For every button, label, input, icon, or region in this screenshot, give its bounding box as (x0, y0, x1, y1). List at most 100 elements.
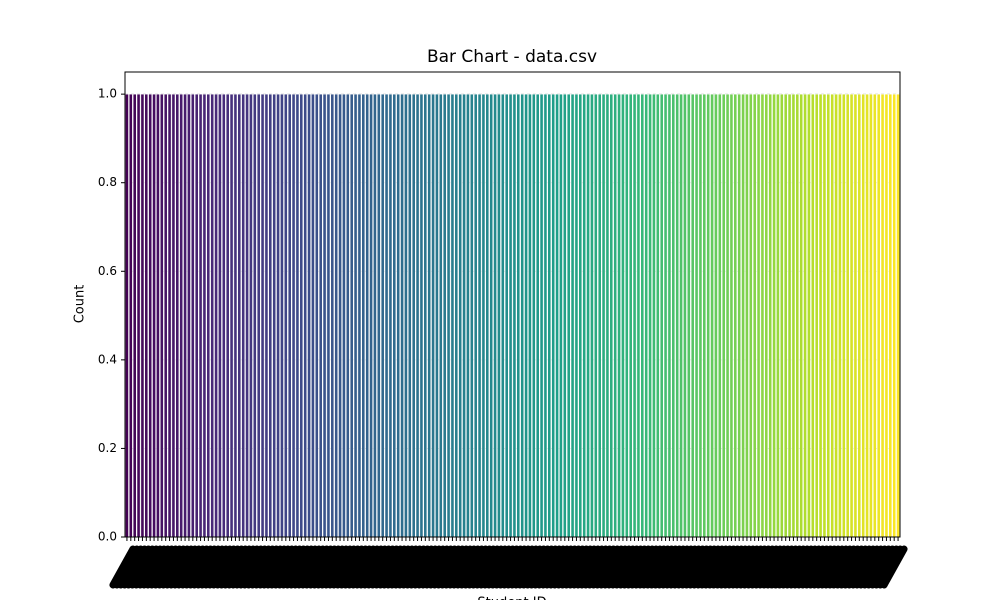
bar (516, 93, 521, 538)
bar (659, 93, 664, 538)
bar (369, 93, 373, 538)
bar (466, 93, 470, 538)
bar (590, 93, 594, 538)
bar (741, 93, 745, 538)
bar (803, 93, 807, 538)
bar (671, 93, 676, 538)
bar (276, 93, 280, 538)
bar (892, 93, 896, 538)
bar (167, 93, 172, 538)
bar (749, 93, 753, 538)
bar (408, 93, 412, 538)
bar (241, 93, 245, 538)
bar (597, 93, 602, 538)
bar (129, 93, 133, 538)
bar (338, 93, 342, 538)
bar (218, 93, 222, 538)
bar (264, 93, 269, 538)
bar (818, 93, 823, 538)
bar (725, 93, 730, 538)
bar (454, 93, 459, 538)
bar (477, 93, 482, 538)
bar (156, 93, 160, 538)
bar (508, 93, 513, 538)
bar (365, 93, 369, 538)
bar (214, 93, 218, 538)
bar (175, 93, 180, 538)
bar (861, 93, 865, 538)
bar (446, 93, 451, 538)
bar (249, 93, 253, 538)
y-tick-label: 0.8 (98, 175, 117, 189)
bar (601, 93, 606, 538)
bar (256, 93, 261, 538)
bar (783, 93, 788, 538)
bar (559, 93, 563, 538)
y-tick-label: 0.6 (98, 264, 117, 278)
bar (791, 93, 796, 538)
bar (470, 93, 474, 538)
bar (574, 93, 579, 538)
bar (679, 93, 683, 538)
bar (512, 93, 517, 538)
bar (326, 93, 331, 538)
bar (884, 93, 889, 538)
bar (462, 93, 466, 538)
bar (396, 93, 400, 538)
bar (322, 93, 327, 538)
bar (714, 93, 718, 538)
bar (849, 93, 854, 538)
bar (842, 93, 846, 538)
bar (721, 93, 726, 538)
bar (873, 93, 877, 538)
bar (628, 93, 633, 538)
bar (349, 93, 354, 538)
bar (566, 93, 571, 538)
bar (330, 93, 335, 538)
bar (132, 93, 137, 538)
bar (284, 93, 288, 538)
y-tick-label: 0.4 (98, 352, 117, 366)
bar (373, 93, 377, 538)
bar (795, 93, 800, 538)
bar (311, 93, 315, 538)
bar (535, 93, 540, 538)
bar (683, 93, 687, 538)
bar (865, 93, 869, 538)
bar (140, 93, 145, 538)
bar (834, 93, 838, 538)
y-tick-label: 0.2 (98, 441, 117, 455)
bar (229, 93, 234, 538)
bar (299, 93, 304, 538)
chart-title: Bar Chart - data.csv (427, 47, 597, 67)
bar (830, 93, 834, 538)
bar (307, 93, 311, 538)
bar (493, 93, 497, 538)
bar (419, 93, 424, 538)
bar (388, 93, 393, 538)
y-tick-label: 1.0 (98, 87, 117, 101)
x-tick-label-blob (880, 545, 908, 589)
bar (291, 93, 296, 538)
plot-frame (124, 71, 901, 538)
bar (198, 93, 203, 538)
bar (125, 93, 129, 538)
bar (501, 93, 505, 538)
bar (334, 93, 338, 538)
bar (237, 93, 242, 538)
bar (427, 93, 431, 538)
bar (760, 93, 765, 538)
bar (780, 93, 784, 538)
bar (384, 93, 389, 538)
bar (152, 93, 156, 538)
bar (570, 93, 575, 538)
bar (710, 93, 714, 538)
bar (644, 93, 648, 538)
bar (272, 93, 276, 538)
bar (756, 93, 761, 538)
bar (210, 93, 214, 538)
bar (621, 93, 625, 538)
bar (880, 93, 885, 538)
bar (745, 93, 749, 538)
